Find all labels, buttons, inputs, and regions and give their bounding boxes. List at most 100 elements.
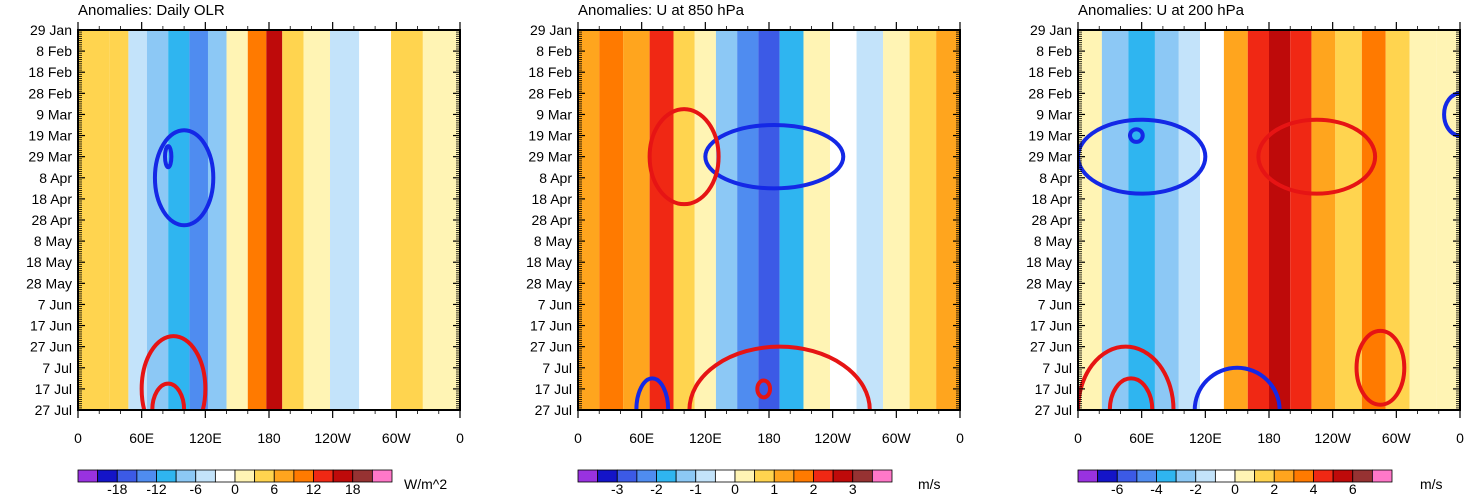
- fill-band: [1311, 30, 1336, 410]
- fill-band: [1269, 30, 1291, 410]
- colorbar-label: -2: [650, 481, 663, 495]
- red-contour: [150, 381, 187, 410]
- x-tick-label: 60E: [129, 430, 154, 446]
- fill-band: [623, 30, 650, 410]
- y-tick-label: 8 May: [1034, 233, 1072, 249]
- y-tick-label: 8 Feb: [536, 43, 572, 59]
- fill-band: [1154, 30, 1179, 410]
- y-tick-label: 27 Jul: [35, 402, 72, 418]
- colorbar-label: -3: [611, 481, 624, 495]
- y-tick-label: 28 May: [1026, 275, 1072, 291]
- blue-contour: [703, 123, 846, 191]
- y-tick-label: 17 Jun: [530, 318, 572, 334]
- y-tick-label: 18 Apr: [32, 191, 73, 207]
- y-tick-label: 29 Jan: [30, 22, 72, 38]
- y-tick-label: 27 Jun: [1030, 339, 1072, 355]
- y-tick-label: 7 Jul: [42, 360, 72, 376]
- y-tick-label: 7 Jun: [538, 296, 572, 312]
- fill-band: [1436, 30, 1460, 410]
- x-tick-label: 60E: [629, 430, 654, 446]
- y-tick-label: 17 Jun: [1030, 318, 1072, 334]
- y-tick-label: 17 Jul: [35, 381, 72, 397]
- fill-band: [266, 30, 283, 410]
- colorbar-box: [77, 469, 99, 483]
- fill-band: [168, 30, 190, 410]
- y-tick-label: 29 Jan: [530, 22, 572, 38]
- y-tick-label: 27 Jun: [30, 339, 72, 355]
- y-tick-label: 8 May: [34, 233, 72, 249]
- blue-contour: [163, 144, 174, 170]
- colorbar-label: -12: [146, 481, 166, 495]
- x-tick-label: 120W: [814, 430, 851, 446]
- y-tick-label: 7 Jun: [38, 296, 72, 312]
- y-tick-label: 29 Mar: [28, 149, 72, 165]
- fill-band: [1178, 30, 1201, 410]
- y-tick-label: 28 Apr: [1032, 212, 1073, 228]
- red-contour: [755, 378, 773, 400]
- x-tick-label: 60W: [882, 430, 912, 446]
- y-tick-label: 29 Mar: [528, 149, 572, 165]
- colorbar-box: [1371, 469, 1393, 483]
- fill-band: [359, 30, 392, 410]
- y-tick-label: 28 May: [526, 275, 572, 291]
- colorbar-label: -18: [107, 481, 127, 495]
- x-tick-label: 0: [456, 430, 464, 446]
- fill-band: [578, 30, 600, 410]
- y-tick-label: 18 Feb: [528, 64, 572, 80]
- y-tick-label: 8 Apr: [39, 170, 72, 186]
- y-tick-label: 19 Mar: [528, 128, 572, 144]
- fill-band: [226, 30, 248, 410]
- y-tick-label: 27 Jun: [530, 339, 572, 355]
- colorbar-box: [371, 469, 393, 483]
- colorbar-label: 6: [270, 481, 278, 495]
- colorbar-label: 18: [345, 481, 361, 495]
- colorbar-label: -2: [1190, 481, 1203, 495]
- x-tick-label: 0: [74, 430, 82, 446]
- blue-contour: [1127, 127, 1145, 144]
- colorbar-label: 0: [231, 481, 239, 495]
- y-tick-label: 29 Mar: [1028, 149, 1072, 165]
- y-tick-label: 8 Apr: [539, 170, 572, 186]
- contour-lines: [139, 128, 216, 410]
- colorbar-label: -6: [190, 481, 203, 495]
- fill-band: [1247, 30, 1269, 410]
- red-contour: [1354, 328, 1407, 407]
- colorbar: -3 -2 -1 0 1 2 3 m/s: [577, 469, 941, 495]
- y-tick-label: 18 Apr: [1032, 191, 1073, 207]
- colorbar-label: 0: [1231, 481, 1239, 495]
- y-tick-label: 27 Jul: [1035, 402, 1072, 418]
- blue-contour: [634, 376, 671, 410]
- x-tick-label: 60E: [1129, 430, 1154, 446]
- y-tick-label: 29 Jan: [1030, 22, 1072, 38]
- x-tick-label: 120W: [1314, 430, 1351, 446]
- y-tick-label: 8 Apr: [1039, 170, 1072, 186]
- fill-band: [207, 30, 227, 410]
- colorbar-box: [577, 469, 599, 483]
- colorbar-label: -1: [690, 481, 703, 495]
- x-tick-label: 60W: [382, 430, 412, 446]
- fill-band: [146, 30, 169, 410]
- chart-title: Anomalies: Daily OLR: [78, 2, 225, 19]
- y-tick-label: 7 Jun: [1038, 296, 1072, 312]
- red-contour: [139, 334, 208, 410]
- y-tick-label: 28 Feb: [1028, 85, 1072, 101]
- fill-band: [1335, 30, 1362, 410]
- fill-band: [758, 30, 780, 410]
- fill-band: [247, 30, 267, 410]
- red-contour: [1256, 117, 1378, 196]
- x-tick-label: 120E: [689, 430, 722, 446]
- x-tick-label: 0: [1074, 430, 1082, 446]
- y-tick-label: 18 May: [1026, 254, 1072, 270]
- y-tick-label: 7 Jul: [1042, 360, 1072, 376]
- fill-band: [109, 30, 129, 410]
- fill-band: [1200, 30, 1224, 410]
- colorbar-label: 4: [1310, 481, 1318, 495]
- fill-band: [936, 30, 960, 410]
- colorbar-label: 12: [306, 481, 322, 495]
- fill-band: [1361, 30, 1386, 410]
- fill-band: [649, 30, 674, 410]
- red-contour: [647, 107, 721, 207]
- y-tick-label: 9 Mar: [1036, 106, 1072, 122]
- colorbar: -18 -12 -6 0 6 12 18 W/m^2: [77, 469, 447, 495]
- fill-band: [715, 30, 738, 410]
